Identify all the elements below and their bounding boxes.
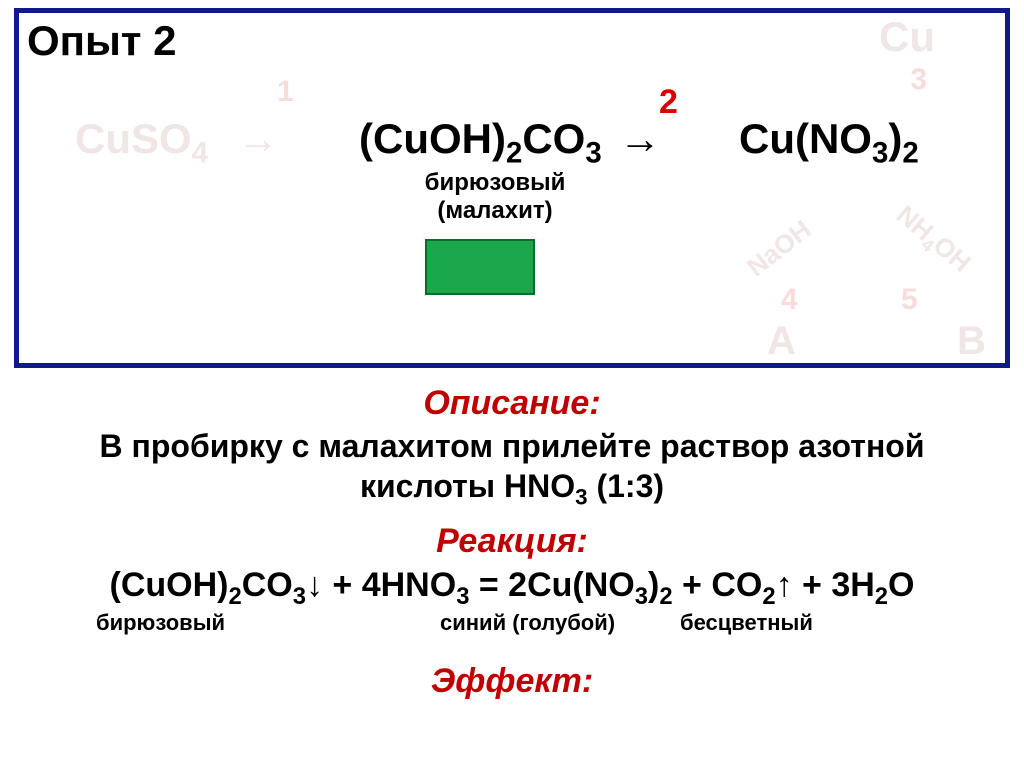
effect-heading: Эффект: xyxy=(0,662,1024,701)
color-annotation-1: бирюзовый xyxy=(96,610,225,636)
malachite-swatch xyxy=(425,239,535,295)
faded-arrow-1: → xyxy=(237,115,279,163)
reaction-equation: (CuOH)2CO3↓ + 4HNO3 = 2Cu(NO3)2 + CO2↑ +… xyxy=(0,566,1024,611)
faded-product-a: А xyxy=(767,319,796,364)
faded-step-1: 1 xyxy=(277,75,294,109)
step-2-label: 2 xyxy=(659,83,678,122)
malachite-name: (малахит) xyxy=(437,197,552,224)
faded-cuso4: CuSO4 xyxy=(75,115,208,170)
faded-product-b: В xyxy=(957,319,986,364)
experiment-box: Опыт 2 Cu 1 3 CuSO4 → (CuOH)2CO3 2 → Cu(… xyxy=(14,8,1010,368)
description-heading: Описание: xyxy=(0,384,1024,423)
reaction-arrow: → xyxy=(619,115,657,163)
faded-step-5: 5 xyxy=(901,283,918,317)
description-text: В пробирку с малахитом прилейте раствор … xyxy=(40,426,984,511)
formula-cuno3: Cu(NO3)2 xyxy=(739,115,919,170)
reaction-heading: Реакция: xyxy=(0,522,1024,561)
malachite-label: бирюзовый (малахит) xyxy=(405,169,585,225)
faded-nh4oh: NH4OH xyxy=(888,199,977,282)
malachite-color: бирюзовый xyxy=(425,169,566,196)
color-annotation-2: синий (голубой) xyxy=(440,610,615,636)
faded-cu: Cu xyxy=(879,13,935,61)
formula-cuoh2co3: (CuOH)2CO3 xyxy=(359,115,602,170)
faded-step-3: 3 xyxy=(910,63,927,97)
faded-naoh: NaOH xyxy=(741,214,817,283)
experiment-title: Опыт 2 xyxy=(27,17,177,65)
faded-step-4: 4 xyxy=(781,283,798,317)
color-annotation-3: бесцветный xyxy=(680,610,813,636)
